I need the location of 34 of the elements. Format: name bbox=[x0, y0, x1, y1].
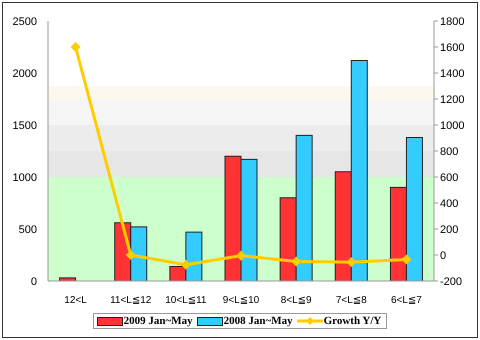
y-tick-label: 2500 bbox=[12, 16, 37, 28]
y-tick-label: 1500 bbox=[12, 120, 37, 132]
y2-tick-label: 0 bbox=[440, 250, 446, 262]
point bbox=[236, 250, 246, 261]
y-tick-label: 500 bbox=[18, 224, 37, 236]
y-tick-label: 1000 bbox=[12, 172, 37, 184]
x-tick-label: 6<L≦7 bbox=[390, 295, 422, 306]
point bbox=[346, 257, 356, 268]
x-tick-label: 10<L≦11 bbox=[165, 295, 207, 306]
x-tick-label: 9<L≦10 bbox=[222, 295, 260, 306]
y2-tick-label: 400 bbox=[440, 198, 458, 210]
legend-label: Growth Y/Y bbox=[324, 315, 382, 327]
y-tick-label: 2000 bbox=[12, 68, 37, 80]
y2-tick-label: 200 bbox=[440, 224, 458, 236]
y2-tick-label: 1000 bbox=[440, 120, 464, 132]
x-tick-label: 8<L≦9 bbox=[280, 295, 312, 306]
point bbox=[180, 260, 191, 270]
y-tick-label: 0 bbox=[30, 276, 37, 288]
y2-tick-label: 1400 bbox=[440, 68, 464, 80]
point bbox=[401, 254, 412, 265]
legend-label: 2009 Jan~May bbox=[124, 315, 193, 327]
x-tick-label: 12<L bbox=[64, 295, 88, 306]
y2-tick-label: -200 bbox=[440, 276, 462, 288]
y2-tick-label: 1600 bbox=[440, 42, 464, 54]
point bbox=[291, 256, 302, 266]
y2-tick-label: 800 bbox=[440, 146, 458, 158]
point bbox=[70, 42, 81, 52]
y2-tick-label: 600 bbox=[440, 172, 458, 184]
x-tick-label: 11<L≦12 bbox=[110, 295, 152, 306]
y2-tick-label: 1200 bbox=[440, 94, 464, 106]
legend-label: 2008 Jan~May bbox=[224, 315, 293, 327]
point bbox=[126, 250, 136, 260]
y2-tick-label: 1800 bbox=[440, 16, 464, 28]
x-tick-label: 7<L≦8 bbox=[336, 295, 368, 306]
